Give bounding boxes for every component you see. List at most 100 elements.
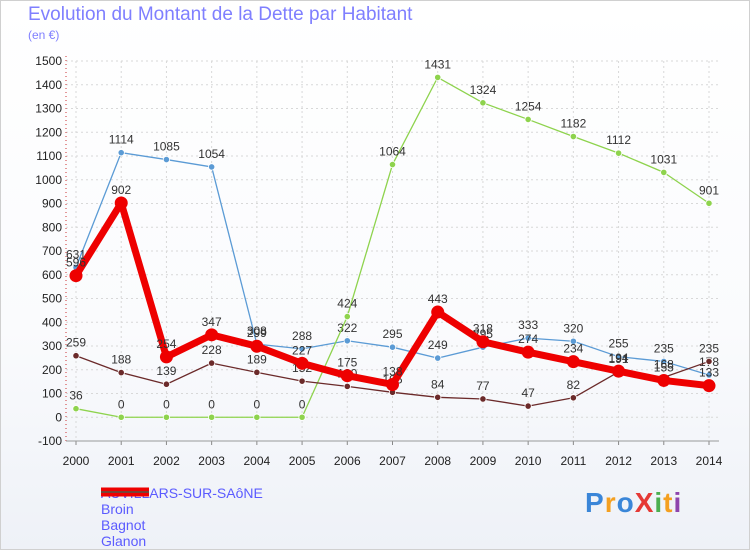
data-label: 288 <box>292 329 312 343</box>
y-tick-label: 400 <box>42 315 62 329</box>
legend-label-glanon: Glanon <box>101 533 147 549</box>
data-point <box>524 115 532 124</box>
data-label: 318 <box>473 322 493 336</box>
logo-letter: i <box>673 487 683 518</box>
data-point <box>569 132 577 141</box>
data-label: 1031 <box>650 152 677 166</box>
x-tick-label: 2010 <box>515 454 542 468</box>
x-tick-label: 2011 <box>560 454 586 468</box>
data-label: 1112 <box>606 133 631 147</box>
data-point <box>434 393 442 401</box>
data-label: 274 <box>518 332 538 346</box>
y-tick-label: 0 <box>55 410 62 424</box>
data-label: 1085 <box>153 140 180 154</box>
data-point <box>162 413 171 421</box>
logo-letter: r <box>604 487 617 518</box>
data-label: 191 <box>609 352 629 366</box>
data-label: 133 <box>699 366 719 380</box>
data-label: 0 <box>254 397 261 411</box>
data-point <box>343 312 351 321</box>
chart-subtitle: (en €) <box>28 28 60 42</box>
data-label: 1114 <box>109 133 134 147</box>
y-tick-label: 1000 <box>35 173 62 187</box>
logo-letter: P <box>585 487 605 518</box>
data-label: 1054 <box>198 147 225 161</box>
data-label: 138 <box>382 364 402 378</box>
data-point <box>72 405 80 413</box>
data-label: 255 <box>609 337 629 351</box>
data-point <box>253 413 261 421</box>
y-tick-label: 200 <box>42 363 62 377</box>
data-label: 188 <box>111 353 131 367</box>
data-point <box>343 382 351 390</box>
data-point <box>705 357 713 366</box>
data-point <box>250 339 264 353</box>
y-tick-label: 1100 <box>36 149 62 163</box>
data-label: 424 <box>337 297 357 311</box>
y-tick-label: 1500 <box>35 54 62 68</box>
x-tick-label: 2008 <box>424 454 451 468</box>
data-label: 175 <box>337 356 357 370</box>
legend-item-glanon: Glanon <box>101 491 263 549</box>
data-point <box>434 354 442 362</box>
data-label: 235 <box>699 341 719 355</box>
data-point <box>162 155 171 164</box>
y-tick-label: 600 <box>42 268 62 282</box>
y-tick-label: 700 <box>42 244 62 258</box>
data-point <box>117 149 125 157</box>
data-label: 631 <box>66 247 86 261</box>
data-point <box>479 99 487 107</box>
data-point <box>208 359 216 367</box>
x-tick-label: 2004 <box>244 454 271 468</box>
x-tick-label: 2012 <box>605 454 632 468</box>
data-point <box>117 413 125 421</box>
data-point <box>524 402 532 410</box>
x-tick-label: 2013 <box>650 454 677 468</box>
data-label: 299 <box>247 326 267 340</box>
data-point <box>479 395 487 403</box>
proxiti-logo: ProXiti <box>585 487 682 519</box>
data-label: 194 <box>609 351 629 365</box>
data-label: 295 <box>382 327 402 341</box>
x-tick-label: 2003 <box>198 454 225 468</box>
data-label: 308 <box>247 324 267 338</box>
data-label: 254 <box>156 337 176 351</box>
logo-letter: X <box>634 487 655 518</box>
data-point <box>295 356 309 370</box>
data-point <box>566 355 580 369</box>
data-label: 228 <box>202 343 222 357</box>
data-label: 168 <box>654 357 674 371</box>
data-label: 249 <box>428 338 448 352</box>
data-label: 139 <box>156 364 176 378</box>
data-point <box>69 269 83 283</box>
data-point <box>388 160 397 169</box>
data-label: 84 <box>431 377 445 391</box>
data-point <box>431 305 445 319</box>
data-label: 596 <box>66 256 86 270</box>
x-tick-label: 2001 <box>108 454 135 468</box>
x-tick-label: 2014 <box>696 454 723 468</box>
data-label: 0 <box>163 397 170 411</box>
data-point <box>521 345 535 359</box>
data-point <box>340 369 354 383</box>
data-point <box>72 352 80 360</box>
data-point <box>117 368 125 377</box>
data-point <box>388 343 397 351</box>
data-point <box>612 364 626 378</box>
y-tick-label: 1200 <box>35 125 62 139</box>
y-tick-label: 900 <box>42 197 62 211</box>
data-point <box>524 334 532 342</box>
data-point <box>657 373 671 387</box>
data-point <box>253 368 261 376</box>
data-point <box>476 335 490 349</box>
x-tick-label: 2006 <box>334 454 361 468</box>
data-point <box>298 377 306 385</box>
x-tick-label: 2007 <box>379 454 406 468</box>
data-label: 155 <box>654 360 674 374</box>
x-tick-label: 2002 <box>153 454 180 468</box>
data-point <box>114 196 128 210</box>
legend-swatch-glanon <box>101 491 149 493</box>
data-label: 333 <box>518 318 538 332</box>
